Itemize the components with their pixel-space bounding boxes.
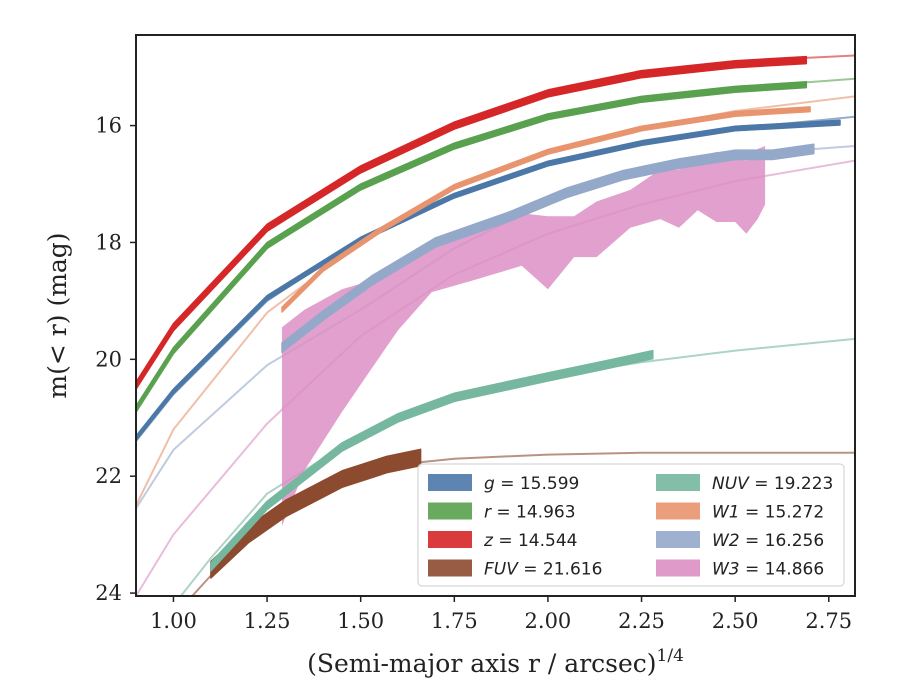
legend-box [417,463,845,587]
legend-swatch-w2 [656,531,700,548]
legend: g = 15.599 r = 14.963 z = 14.544 FUV = 21.6… [417,463,845,587]
y-tick-label: 20 [95,347,122,371]
x-tick-label: 1.50 [337,609,384,633]
legend-swatch-w3 [656,559,700,577]
legend-swatch-w1 [656,502,700,520]
x-axis-label: (Semi-major axis r / arcsec)1/4 [307,646,684,678]
y-tick-label: 24 [95,581,122,605]
y-tick-label: 22 [95,464,122,488]
legend-label-fuv: FUV = 21.616 [484,560,602,580]
y-tick-label: 18 [95,230,122,254]
legend-label-g: g = 15.599 [484,474,579,494]
x-tick-label: 2.00 [525,609,572,633]
data-curve-w1 [281,106,811,313]
y-tick-label: 16 [95,114,122,138]
x-axis: 1.00 1.25 1.50 1.75 2.00 2.25 2.50 2.75 [150,596,852,633]
x-tick-label: 2.25 [618,609,665,633]
x-tick-label: 1.00 [150,609,197,633]
legend-swatch-r [428,502,472,520]
legend-swatch-nuv [656,474,700,491]
data-curve-w2 [281,143,815,354]
legend-label-z: z = 14.544 [483,531,577,551]
data-curve-g [136,119,841,442]
legend-label-r: r = 14.963 [484,503,576,523]
legend-label-w1: W1 = 15.272 [712,503,824,523]
legend-swatch-fuv [428,559,472,577]
data-curve-z [136,55,808,390]
x-tick-label: 2.50 [712,609,759,633]
plot-frame [135,34,856,597]
data-curve-nuv [210,349,654,572]
data-curve-r [136,81,808,413]
x-tick-label: 1.75 [431,609,478,633]
legend-swatch-g [428,474,472,491]
legend-swatch-z [428,531,472,548]
legend-label-w3: W3 = 14.866 [712,560,824,580]
legend-label-w2: W2 = 16.256 [712,531,824,551]
band-w3 [282,146,766,526]
y-axis: 16 18 20 22 24 [95,114,136,605]
legend-label-nuv: NUV = 19.223 [712,474,833,494]
x-tick-label: 1.25 [244,609,291,633]
band-layer [282,146,766,526]
y-axis-label: m(< r) (mag) [43,232,72,398]
x-tick-label: 2.75 [805,609,852,633]
